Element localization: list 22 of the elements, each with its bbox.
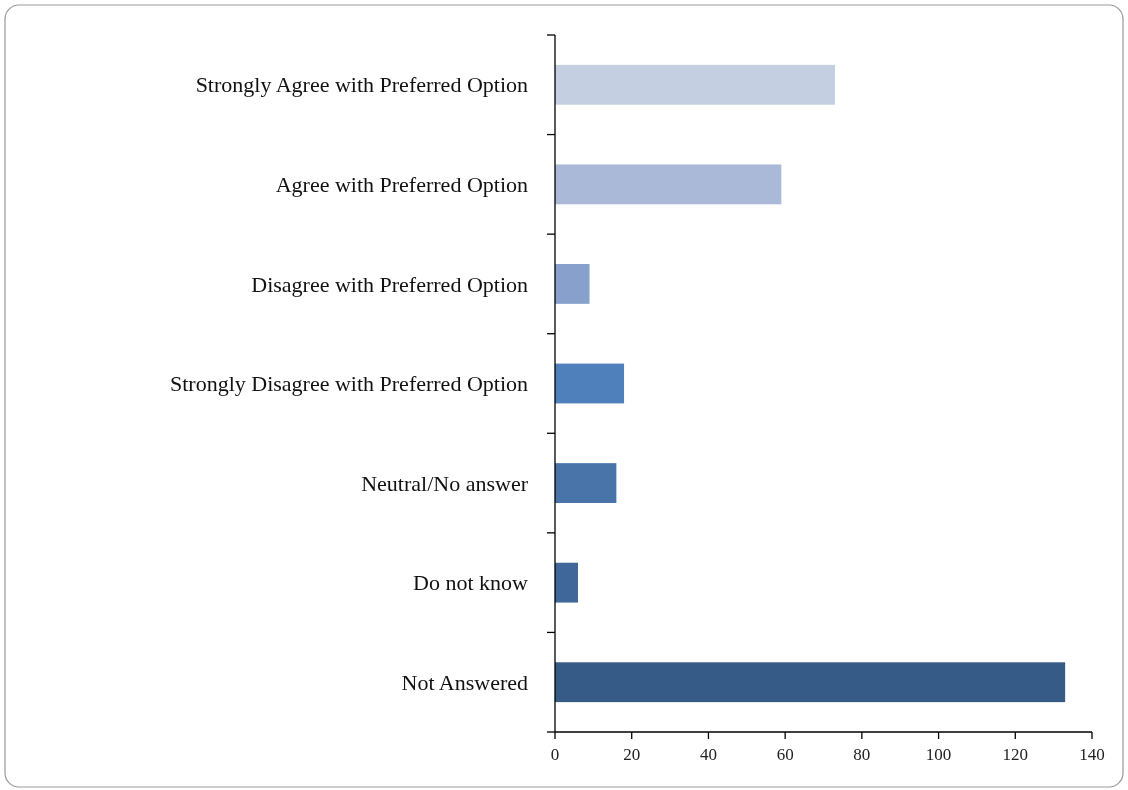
x-tick-label: 80 <box>853 745 871 764</box>
x-tick-label: 100 <box>925 745 952 764</box>
bar <box>555 562 579 603</box>
x-tick-label: 140 <box>1079 745 1105 764</box>
y-tick-label: Strongly Disagree with Preferred Option <box>169 371 528 397</box>
bar <box>555 164 782 205</box>
bar <box>555 363 625 404</box>
bar <box>555 64 836 105</box>
x-tick-label: 120 <box>1002 745 1029 764</box>
y-tick-label: Agree with Preferred Option <box>275 172 528 198</box>
x-tick-label: 60 <box>776 745 794 764</box>
y-tick-label: Not Answered <box>401 669 528 695</box>
bar <box>555 662 1066 703</box>
bar <box>555 463 617 503</box>
x-tick-label: 20 <box>623 745 641 764</box>
x-tick-label: 40 <box>699 745 717 764</box>
y-tick-label: Disagree with Preferred Option <box>251 271 528 297</box>
x-tick-label: 0 <box>550 745 560 764</box>
y-tick-label: Do not know <box>413 570 529 596</box>
y-tick-label: Neutral/No answer <box>361 470 529 496</box>
bar <box>555 264 590 304</box>
y-tick-label: Strongly Agree with Preferred Option <box>195 72 528 98</box>
